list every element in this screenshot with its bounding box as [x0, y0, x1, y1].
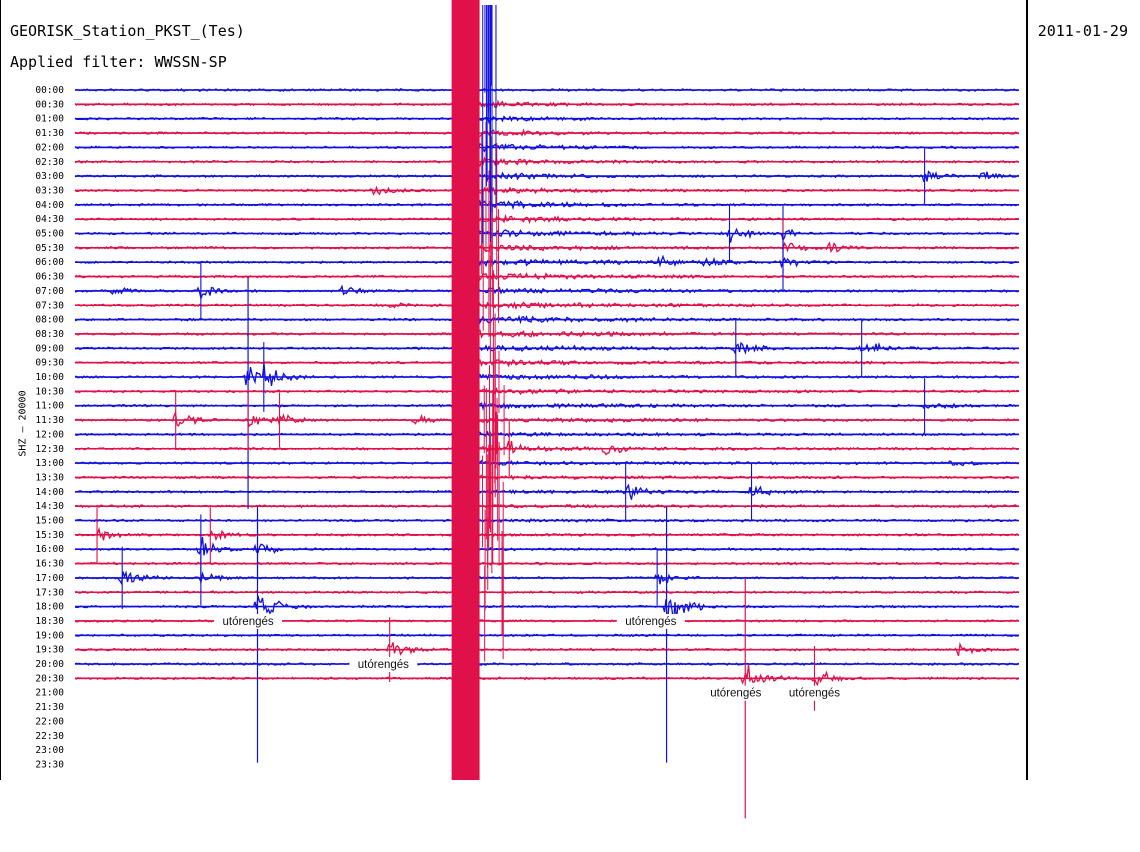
y-tick-label: 05:00: [35, 229, 64, 240]
y-tick-label: 22:30: [35, 731, 64, 742]
aftershock-annotation: utórengés: [710, 688, 761, 700]
y-tick-label: 11:00: [35, 401, 64, 412]
y-tick-label: 01:30: [35, 128, 64, 139]
y-tick-label: 21:30: [35, 702, 64, 713]
y-tick-label: 09:00: [35, 343, 64, 354]
y-tick-label: 08:30: [35, 329, 64, 340]
annotation-background: [780, 685, 849, 701]
trace-row: [74, 664, 1019, 687]
y-tick-label: 02:00: [35, 142, 64, 153]
y-tick-label: 17:30: [35, 587, 64, 598]
y-tick-label: 06:30: [35, 272, 64, 283]
y-tick-label: 10:30: [35, 386, 64, 397]
y-tick-label: 04:30: [35, 214, 64, 225]
y-tick-label: 21:00: [35, 688, 64, 699]
annotation-background: [701, 685, 770, 701]
y-tick-label: 15:30: [35, 530, 64, 541]
y-tick-label: 08:00: [35, 315, 64, 326]
y-tick-label: 09:30: [35, 358, 64, 369]
y-tick-label: 20:30: [35, 673, 64, 684]
y-tick-label: 13:30: [35, 472, 64, 483]
y-tick-label: 07:30: [35, 300, 64, 311]
aftershock-annotation: utórengés: [358, 659, 409, 671]
y-tick-label: 17:00: [35, 573, 64, 584]
y-tick-label: 23:00: [35, 745, 64, 756]
y-tick-label: 00:30: [35, 99, 64, 110]
y-tick-label: 02:30: [35, 157, 64, 168]
trace-row: [74, 112, 1019, 127]
y-tick-label: 03:30: [35, 185, 64, 196]
y-tick-label: 14:30: [35, 501, 64, 512]
station-title: GEORISK_Station_PKST_(Tes): [10, 22, 245, 40]
y-tick-label: 01:00: [35, 114, 64, 125]
y-tick-label: 22:00: [35, 716, 64, 727]
y-tick-label: 13:00: [35, 458, 64, 469]
aftershock-annotation: utórengés: [789, 688, 840, 700]
aftershock-annotation: utórengés: [222, 616, 273, 628]
y-tick-label: 19:30: [35, 645, 64, 656]
annotation-background: [616, 613, 685, 629]
y-tick-label: 16:30: [35, 559, 64, 570]
y-tick-label: 16:00: [35, 544, 64, 555]
trace-row: [74, 536, 1019, 556]
y-tick-label: 00:00: [35, 85, 64, 96]
record-date: 2011-01-29: [1037, 22, 1128, 40]
y-tick-label: 11:30: [35, 415, 64, 426]
y-tick-label: 06:00: [35, 257, 64, 268]
y-tick-label: 07:00: [35, 286, 64, 297]
trace-row: [74, 284, 1019, 301]
y-tick-label: 05:30: [35, 243, 64, 254]
y-tick-label: 12:00: [35, 429, 64, 440]
trace-row: [74, 363, 1019, 386]
annotation-background: [349, 657, 418, 672]
y-tick-label: 10:00: [35, 372, 64, 383]
trace-row: [74, 440, 1019, 456]
y-tick-label: 12:30: [35, 444, 64, 455]
y-tick-label: 18:00: [35, 602, 64, 613]
y-tick-label: 03:00: [35, 171, 64, 182]
y-tick-label: 23:30: [35, 759, 64, 770]
y-tick-label: 14:00: [35, 487, 64, 498]
aftershock-annotation: utórengés: [625, 616, 676, 628]
y-tick-label: 15:00: [35, 516, 64, 527]
trace-row: [74, 227, 1019, 243]
y-tick-label: 20:00: [35, 659, 64, 670]
filter-label: Applied filter: WWSSN-SP: [10, 53, 227, 71]
y-tick-label: 18:30: [35, 616, 64, 627]
y-tick-label: 19:00: [35, 630, 64, 641]
annotation-background: [214, 613, 283, 629]
mainshock-clipped-signal: [451, 0, 480, 780]
y-tick-label: 04:00: [35, 200, 64, 211]
